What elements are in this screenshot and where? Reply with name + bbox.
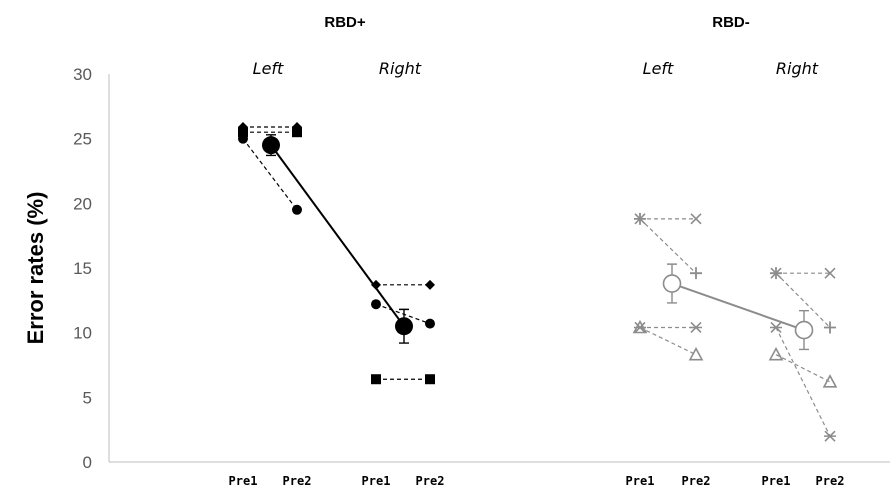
x-marker xyxy=(824,267,836,279)
individual-dashed-line xyxy=(639,218,697,274)
diamond-marker xyxy=(425,279,435,290)
group-rbd-minus: RBD- Left Right Pre1 Pre2 Pre1 Pre2 xyxy=(626,14,845,488)
diamond-marker xyxy=(238,122,248,133)
side-label: Right xyxy=(379,59,422,78)
individual-series xyxy=(238,133,435,329)
asterisk-marker xyxy=(690,321,702,334)
triangle-marker xyxy=(632,319,648,334)
individual-series xyxy=(238,127,435,385)
group-title: RBD- xyxy=(712,14,750,31)
x-tick-label: Pre2 xyxy=(816,474,845,488)
x-tick-label: Pre1 xyxy=(229,474,258,488)
individual-series xyxy=(634,321,836,442)
square-marker xyxy=(425,374,435,385)
triangle-marker xyxy=(822,374,838,388)
plus-marker xyxy=(690,267,702,280)
triangle-marker xyxy=(768,346,784,361)
y-tick-label: 0 xyxy=(83,453,92,472)
mean-line xyxy=(671,282,805,332)
x-tick-label: Pre1 xyxy=(626,474,655,488)
diamond-marker xyxy=(292,122,302,133)
mean-marker xyxy=(794,320,814,340)
y-tick-labels: 0 5 10 15 20 25 30 xyxy=(73,65,92,472)
group-title: RBD+ xyxy=(324,14,365,31)
mean-marker xyxy=(395,317,413,336)
circle-marker xyxy=(425,318,435,329)
plus-marker xyxy=(770,267,782,280)
plus-marker xyxy=(634,212,646,225)
group-rbd-plus: RBD+ Left Right Pre1 Pre2 Pre1 Pre2 xyxy=(229,14,445,488)
square-marker xyxy=(238,127,248,138)
y-tick-label: 25 xyxy=(73,130,92,149)
asterisk-marker xyxy=(770,321,782,334)
circle-marker xyxy=(371,299,381,310)
individual-series xyxy=(238,122,435,290)
diamond-marker xyxy=(371,279,381,290)
individual-dashed-line xyxy=(242,138,298,211)
individual-dashed-line xyxy=(639,326,697,356)
x-marker xyxy=(690,213,702,225)
y-tick-label: 15 xyxy=(73,259,92,278)
individual-dashed-line xyxy=(775,272,831,328)
triangle-marker xyxy=(688,346,704,361)
y-tick-label: 5 xyxy=(83,388,92,407)
asterisk-marker xyxy=(824,430,836,442)
mean-marker xyxy=(262,136,280,155)
mean-series xyxy=(662,263,814,351)
plus-marker xyxy=(824,321,836,334)
circle-marker xyxy=(292,204,302,215)
x-tick-label: Pre2 xyxy=(682,474,711,488)
individual-series xyxy=(632,319,838,388)
x-tick-label: Pre1 xyxy=(362,474,391,488)
individual-dashed-line xyxy=(775,354,831,383)
x-tick-label: Pre2 xyxy=(283,474,312,488)
mean-marker xyxy=(662,274,682,293)
individual-dashed-line xyxy=(775,327,831,437)
y-tick-label: 10 xyxy=(73,324,92,343)
x-tick-label: Pre1 xyxy=(762,474,791,488)
side-label: Left xyxy=(253,59,284,78)
square-marker xyxy=(371,374,381,385)
y-tick-label: 30 xyxy=(73,65,92,84)
side-label: Left xyxy=(643,59,674,78)
individual-series xyxy=(634,213,836,279)
individual-dashed-line xyxy=(375,303,431,325)
y-axis-label: Error rates (%) xyxy=(23,192,48,345)
plot-area: RBD+ Left Right Pre1 Pre2 Pre1 Pre2 RBD- Left Rig… xyxy=(229,14,845,488)
x-tick-label: Pre2 xyxy=(416,474,445,488)
individual-series xyxy=(634,212,836,334)
mean-line xyxy=(270,144,405,327)
mean-series xyxy=(262,134,413,344)
side-label: Right xyxy=(776,59,819,78)
square-marker xyxy=(292,127,302,138)
y-tick-label: 20 xyxy=(73,194,92,213)
